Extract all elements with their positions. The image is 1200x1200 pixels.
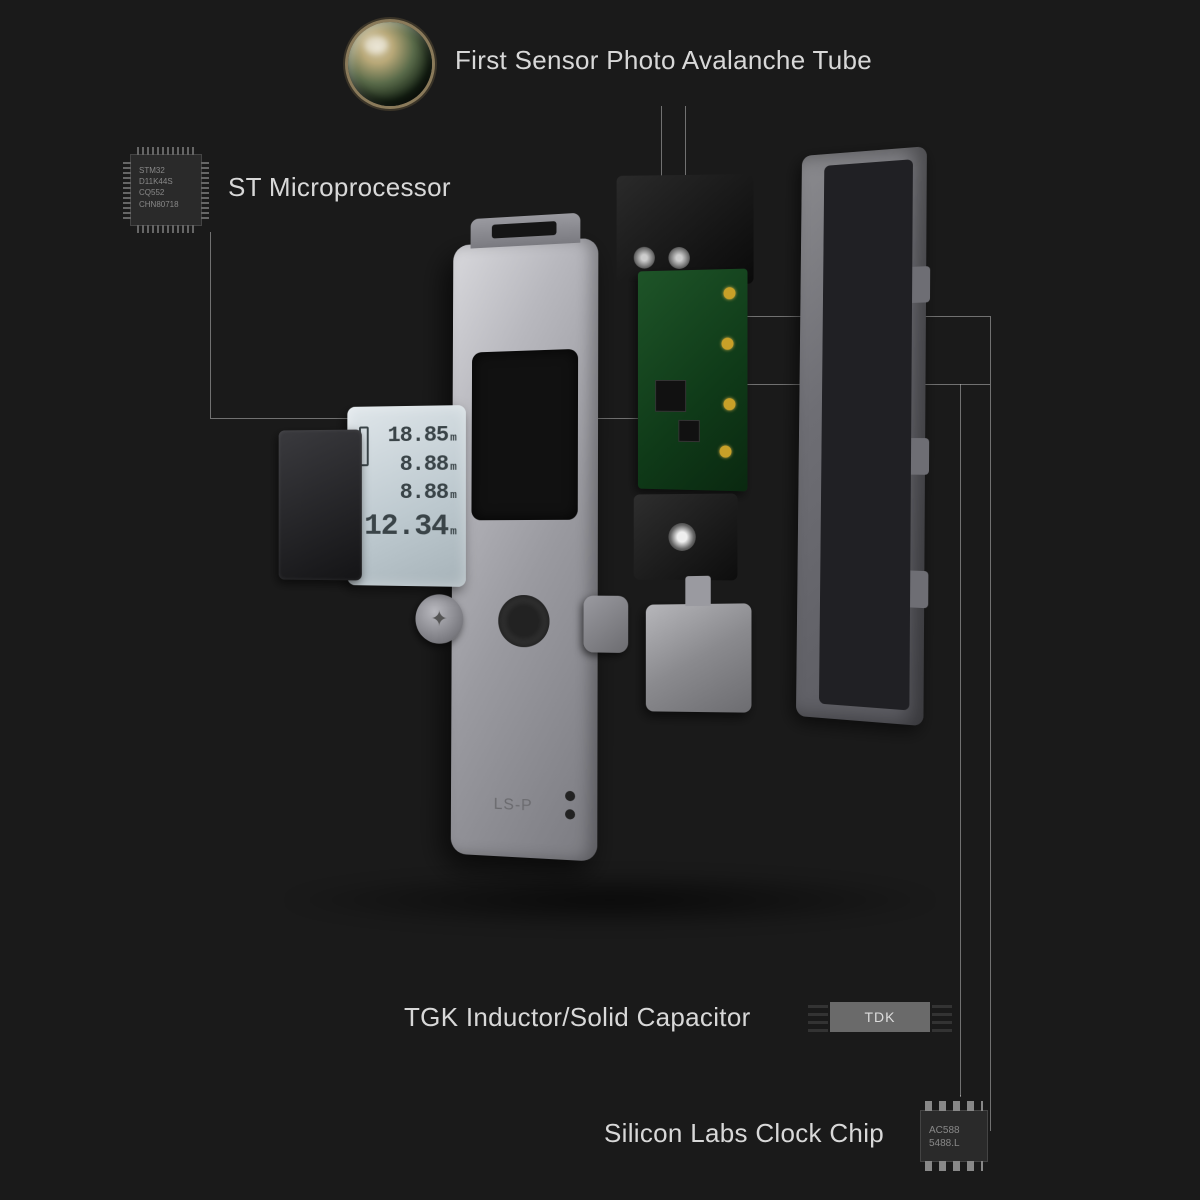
back-shell — [796, 146, 927, 726]
silabs-label: Silicon Labs Clock Chip — [604, 1118, 884, 1149]
callout-line — [960, 384, 961, 1097]
tgk-label: TGK Inductor/Solid Capacitor — [404, 1002, 751, 1033]
callout-line — [960, 1095, 961, 1096]
screen-recess — [471, 349, 578, 520]
stmicro-label: ST Microprocessor — [228, 172, 451, 203]
lcd-screen: 18.85m 8.88m 8.88m 12.34m — [347, 405, 466, 587]
side-button — [584, 596, 629, 654]
screen-glass — [279, 430, 362, 581]
sensor-label: First Sensor Photo Avalanche Tube — [455, 45, 872, 76]
tdk-chip-icon: TDK — [830, 1002, 930, 1032]
callout-line — [990, 316, 991, 1131]
sensor-lens-icon — [348, 22, 432, 106]
st-chip-text: STM32 D11K44S CQ552 CHN80718 — [139, 165, 179, 210]
laser-module — [617, 174, 754, 284]
pcb — [638, 269, 748, 492]
main-button — [498, 595, 549, 648]
callout-line — [210, 232, 211, 418]
speaker-block — [634, 493, 738, 580]
clock-chip-icon: AC588 5488.L — [920, 1110, 988, 1162]
battery — [646, 603, 752, 712]
main-body: LS-P — [451, 238, 599, 862]
side-knob — [415, 594, 463, 644]
floor-shadow — [280, 870, 940, 930]
st-chip-icon: STM32 D11K44S CQ552 CHN80718 — [130, 154, 202, 226]
body-label: LS-P — [494, 796, 533, 816]
clock-chip-text: AC588 5488.L — [929, 1124, 960, 1150]
